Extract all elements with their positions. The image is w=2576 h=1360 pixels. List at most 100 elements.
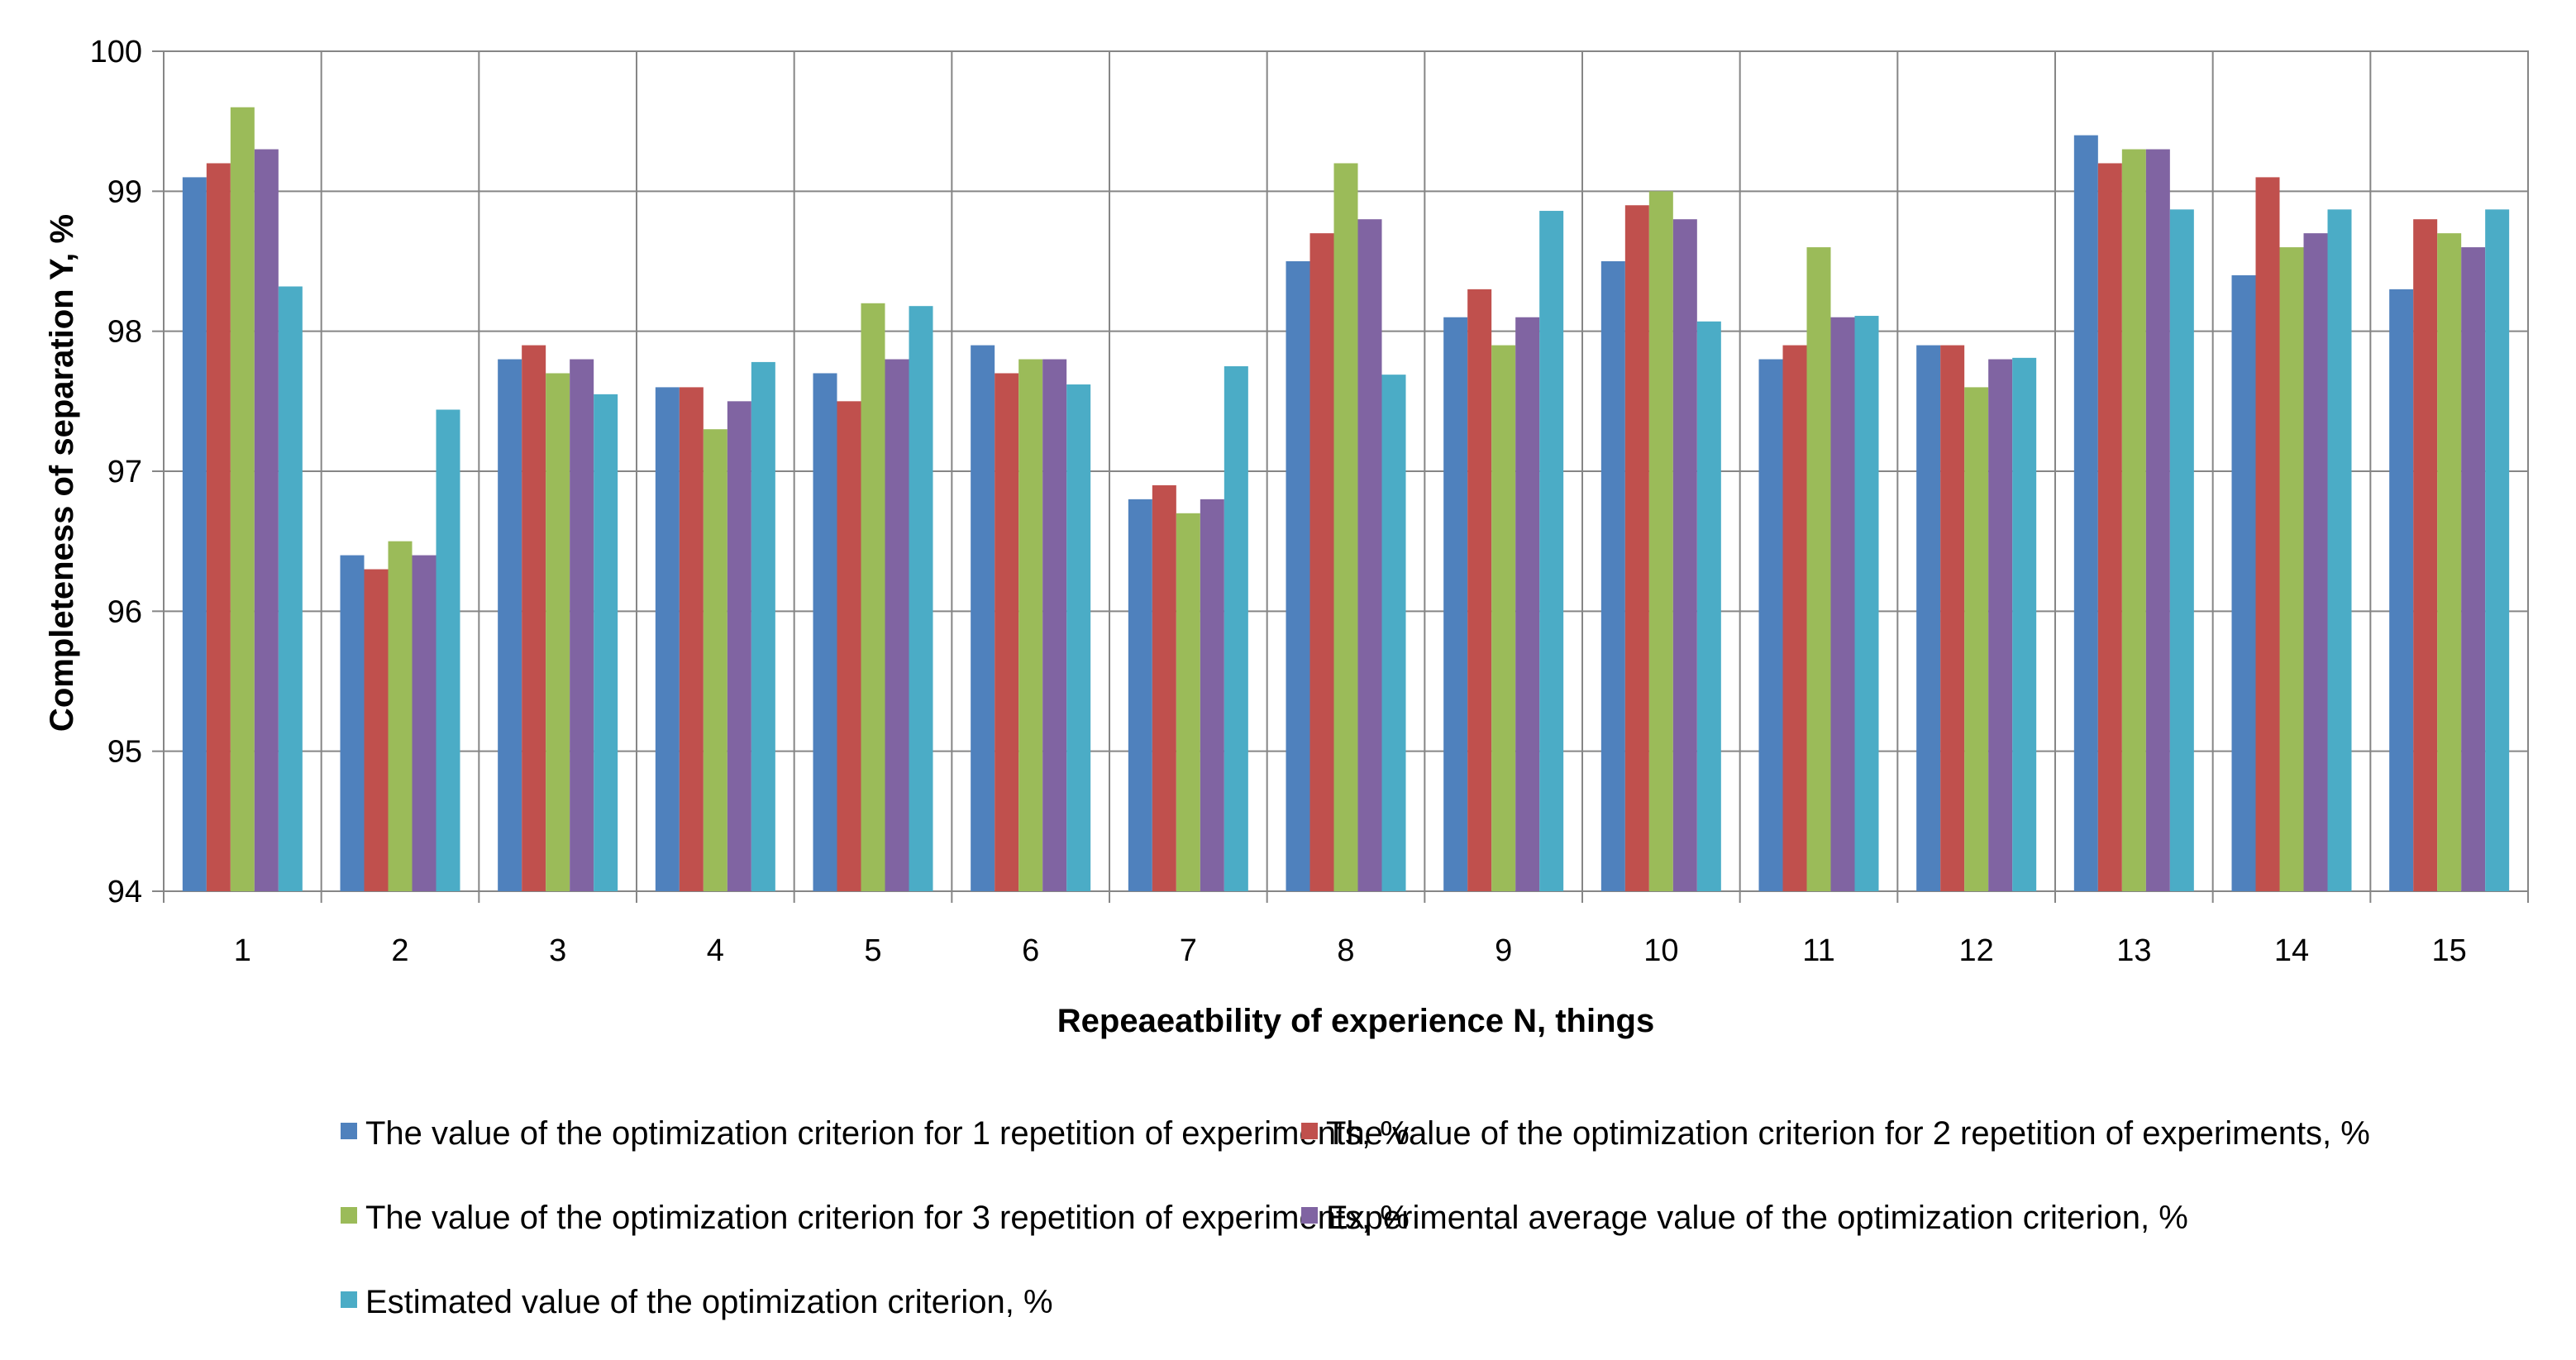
bar-series-5-cat-3 xyxy=(594,394,618,891)
legend-swatch xyxy=(341,1291,357,1308)
bar-series-1-cat-3 xyxy=(498,359,522,891)
bar-series-4-cat-1 xyxy=(254,149,279,892)
y-tick-label: 95 xyxy=(107,735,142,770)
y-tick-label: 100 xyxy=(90,35,142,69)
bar-series-3-cat-5 xyxy=(861,303,885,891)
legend-label: Experimental average value of the optimi… xyxy=(1326,1200,2188,1236)
bar-series-3-cat-11 xyxy=(1806,247,1831,892)
y-tick-label: 97 xyxy=(107,455,142,489)
x-tick-label: 13 xyxy=(2116,933,2151,968)
bar-series-4-cat-7 xyxy=(1200,499,1224,891)
bar-series-3-cat-7 xyxy=(1176,513,1200,891)
bar-series-1-cat-15 xyxy=(2389,289,2414,891)
bar-series-3-cat-12 xyxy=(1964,387,1989,891)
y-tick-label: 99 xyxy=(107,174,142,209)
bar-series-3-cat-2 xyxy=(388,541,413,891)
bar-series-3-cat-1 xyxy=(230,107,255,891)
bar-series-2-cat-15 xyxy=(2413,219,2438,891)
x-tick-label: 5 xyxy=(864,933,881,968)
bar-series-3-cat-15 xyxy=(2437,233,2462,892)
bar-series-5-cat-11 xyxy=(1854,316,1879,891)
y-tick-label: 94 xyxy=(107,875,142,909)
x-tick-label: 2 xyxy=(391,933,408,968)
bar-series-5-cat-9 xyxy=(1539,211,1564,892)
x-tick-label: 7 xyxy=(1180,933,1197,968)
bar-series-5-cat-13 xyxy=(2169,209,2194,891)
bar-series-4-cat-2 xyxy=(412,555,436,891)
x-tick-label: 6 xyxy=(1022,933,1039,968)
legend-swatch xyxy=(341,1207,357,1224)
x-tick-label: 8 xyxy=(1337,933,1354,968)
bar-series-1-cat-6 xyxy=(971,345,995,892)
y-tick-label: 96 xyxy=(107,594,142,629)
bar-series-2-cat-3 xyxy=(522,345,546,892)
bar-series-2-cat-13 xyxy=(2097,163,2122,891)
bar-series-3-cat-6 xyxy=(1018,359,1043,891)
bar-series-5-cat-5 xyxy=(909,306,933,892)
x-tick-label: 1 xyxy=(234,933,251,968)
x-axis-title: Repeaeatbility of experience N, things xyxy=(1057,1003,1654,1039)
bar-series-2-cat-1 xyxy=(206,163,231,891)
x-tick-label: 10 xyxy=(1643,933,1678,968)
x-tick-label: 14 xyxy=(2274,933,2309,968)
bar-series-4-cat-5 xyxy=(885,359,909,891)
bar-series-2-cat-12 xyxy=(1940,345,1965,892)
bar-series-3-cat-9 xyxy=(1491,345,1516,892)
bar-series-2-cat-6 xyxy=(995,373,1019,891)
bar-series-1-cat-11 xyxy=(1758,359,1783,891)
x-tick-label: 12 xyxy=(1959,933,1994,968)
bars-layer xyxy=(182,107,2510,892)
bar-series-1-cat-4 xyxy=(655,387,680,891)
legend-swatch xyxy=(341,1123,357,1139)
bar-series-3-cat-3 xyxy=(546,373,570,891)
x-tick-label: 15 xyxy=(2432,933,2467,968)
bar-series-5-cat-1 xyxy=(278,286,303,892)
bar-series-2-cat-5 xyxy=(837,401,861,891)
bar-series-4-cat-12 xyxy=(1988,359,2013,891)
bar-series-3-cat-4 xyxy=(703,429,727,891)
legend-label: The value of the optimization criterion … xyxy=(365,1115,1410,1152)
bar-series-5-cat-14 xyxy=(2327,209,2352,891)
bar-series-4-cat-11 xyxy=(1830,317,1855,891)
legend-swatch xyxy=(1301,1207,1318,1224)
bar-series-1-cat-8 xyxy=(1286,261,1310,891)
bar-series-1-cat-10 xyxy=(1600,261,1625,891)
bar-series-4-cat-4 xyxy=(727,401,751,891)
x-tick-label: 4 xyxy=(707,933,724,968)
x-tick-label: 9 xyxy=(1495,933,1512,968)
bar-series-2-cat-4 xyxy=(679,387,704,891)
bar-series-2-cat-14 xyxy=(2255,177,2280,891)
bar-series-5-cat-15 xyxy=(2485,209,2510,891)
bar-series-4-cat-8 xyxy=(1357,219,1382,891)
bar-series-5-cat-2 xyxy=(436,409,460,891)
legend: The value of the optimization criterion … xyxy=(341,1115,2370,1320)
bar-series-4-cat-13 xyxy=(2145,149,2170,892)
y-axis-title: Completeness of separation Y, % xyxy=(44,214,80,732)
bar-series-2-cat-11 xyxy=(1782,345,1807,892)
bar-series-5-cat-8 xyxy=(1381,375,1406,891)
bar-series-4-cat-3 xyxy=(570,359,594,891)
bar-series-4-cat-14 xyxy=(2303,233,2328,892)
bar-series-5-cat-4 xyxy=(751,361,775,891)
bar-series-4-cat-10 xyxy=(1672,219,1697,891)
bar-series-4-cat-6 xyxy=(1042,359,1067,891)
bar-series-5-cat-12 xyxy=(2012,357,2037,892)
bar-series-2-cat-9 xyxy=(1467,289,1492,891)
bar-series-5-cat-6 xyxy=(1066,384,1091,892)
bar-series-2-cat-7 xyxy=(1152,484,1176,891)
bar-series-1-cat-1 xyxy=(182,177,207,891)
bar-series-1-cat-7 xyxy=(1128,499,1152,891)
bar-series-3-cat-13 xyxy=(2121,149,2146,892)
legend-swatch xyxy=(1301,1123,1318,1139)
bar-series-2-cat-8 xyxy=(1309,233,1334,892)
axes-layer xyxy=(152,50,164,892)
bar-series-3-cat-8 xyxy=(1333,163,1358,891)
bar-series-5-cat-10 xyxy=(1696,321,1721,891)
bar-series-1-cat-2 xyxy=(340,555,365,891)
bar-series-2-cat-10 xyxy=(1624,205,1649,891)
x-tick-label: 11 xyxy=(1802,933,1834,968)
bar-series-4-cat-9 xyxy=(1515,317,1540,891)
legend-label: The value of the optimization criterion … xyxy=(1326,1115,2370,1152)
